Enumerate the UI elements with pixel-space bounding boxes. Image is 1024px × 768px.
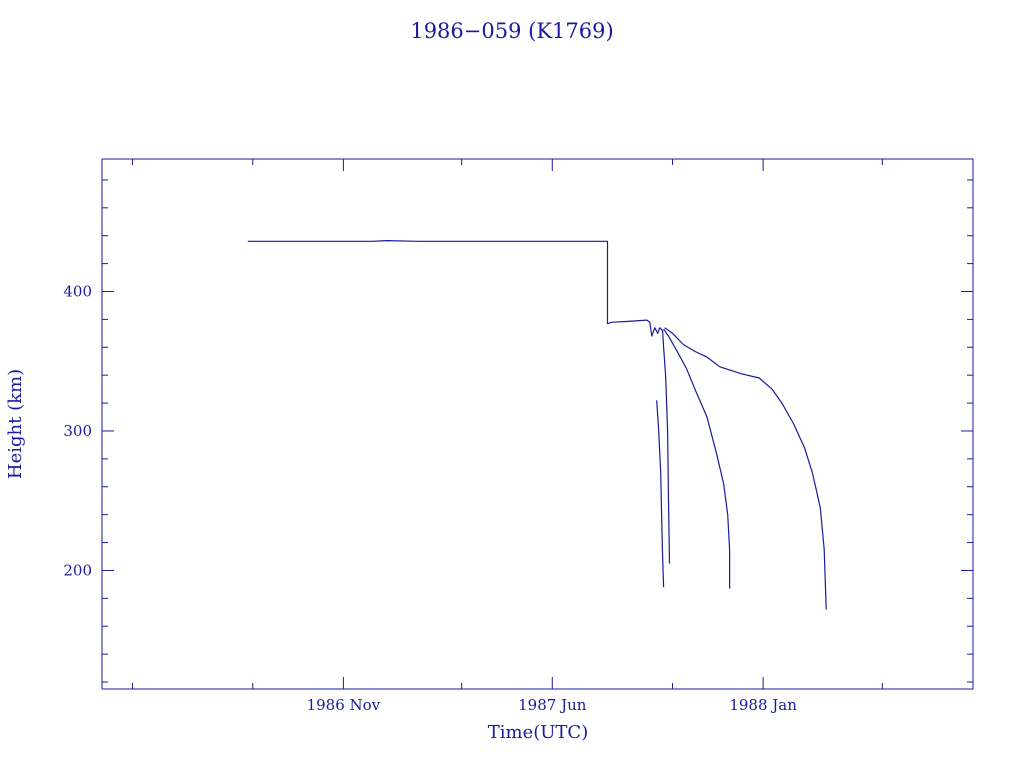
series-layer: [247, 240, 827, 610]
x-axis-label: Time(UTC): [488, 722, 588, 743]
series-line-1: [247, 240, 671, 564]
y-tick-label: 200: [63, 561, 92, 579]
tick-labels-layer: 200 300 400 1986 Nov 1987 Jun 1988 Jan: [63, 283, 797, 715]
y-axis-label: Height (km): [5, 369, 26, 479]
series-line-3: [663, 328, 731, 589]
y-tick-label: 300: [63, 422, 92, 440]
plot-frame: [101, 158, 974, 690]
y-tick-label: 400: [63, 283, 92, 301]
chart-title: 1986−059 (K1769): [410, 19, 613, 43]
ticks-layer: [102, 159, 973, 689]
x-tick-label: 1986 Nov: [307, 696, 381, 714]
x-tick-label: 1987 Jun: [518, 696, 587, 714]
series-line-4: [664, 327, 827, 610]
series-line-2: [656, 400, 665, 588]
x-tick-label: 1988 Jan: [729, 696, 797, 714]
